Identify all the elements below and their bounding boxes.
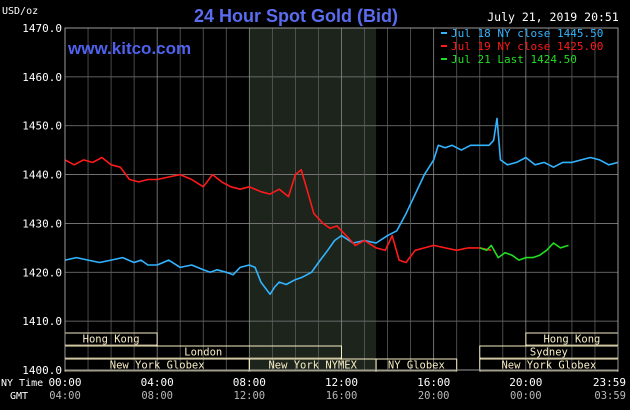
x-tick-label-ny: 12:00 xyxy=(325,376,358,389)
plot-frame xyxy=(64,27,619,371)
legend-entry: Jul 18 NY close 1445.50 xyxy=(451,27,603,40)
y-tick-label: 1470.0 xyxy=(22,22,62,35)
x-tick-label-ny: 04:00 xyxy=(141,376,174,389)
y-axis-ticks: 1400.0 1410.0 1420.0 1430.0 1440.0 1450.0 1460… xyxy=(22,22,62,377)
legend-entry: Jul 19 NY close 1425.00 xyxy=(451,40,603,53)
session-label: New York Globex xyxy=(110,360,205,372)
session-label: NY Globex xyxy=(388,360,445,372)
session-label: Hong Kong xyxy=(83,334,140,346)
y-tick-label: 1410.0 xyxy=(22,315,62,328)
series-line-2 xyxy=(64,156,492,264)
watermark: www.kitco.com xyxy=(67,39,191,58)
x-axis-label-ny: NY Time xyxy=(1,378,43,389)
y-tick-label: 1420.0 xyxy=(22,266,62,279)
session-box: New York Globex xyxy=(479,358,619,372)
y-axis-label: USD/oz xyxy=(2,6,38,17)
price-series xyxy=(64,117,619,296)
session-label: London xyxy=(184,347,222,359)
x-tick-label-gmt: 08:00 xyxy=(141,390,173,402)
date-stamp: July 21, 2019 20:51 xyxy=(487,10,619,24)
x-tick-label-gmt: 12:00 xyxy=(234,390,266,402)
x-tick-label-ny: 23:59 xyxy=(593,376,626,389)
y-tick-label: 1400.0 xyxy=(22,364,62,377)
x-axis-ticks: 00:00 04:00 08:00 12:00 16:00 20:00 23:5904:00… xyxy=(48,376,626,402)
x-tick-label-gmt: 03:59 xyxy=(594,390,626,402)
session-label: Sydney xyxy=(530,347,568,359)
session-label: New York NYMEX xyxy=(268,360,357,372)
y-tick-label: 1440.0 xyxy=(22,169,62,182)
session-label: Hong Kong xyxy=(543,334,600,346)
y-tick-label: 1430.0 xyxy=(22,217,62,230)
session-label: New York Globex xyxy=(501,360,596,372)
nymex-session-highlight xyxy=(249,28,377,370)
x-axis-label-gmt: GMT xyxy=(10,391,28,402)
session-box: NY Globex xyxy=(375,358,458,372)
x-tick-label-ny: 08:00 xyxy=(233,376,266,389)
x-tick-label-gmt: 04:00 xyxy=(49,390,81,402)
x-tick-label-gmt: 16:00 xyxy=(326,390,358,402)
y-tick-label: 1460.0 xyxy=(22,71,62,84)
series-line-1 xyxy=(64,117,619,296)
x-tick-label-ny: 16:00 xyxy=(417,376,450,389)
x-tick-label-ny: 20:00 xyxy=(509,376,542,389)
x-tick-label-ny: 00:00 xyxy=(48,376,81,389)
session-box: Hong Kong xyxy=(64,332,158,346)
y-tick-label: 1450.0 xyxy=(22,120,62,133)
session-box: Hong Kong xyxy=(525,332,619,346)
x-tick-label-gmt: 00:00 xyxy=(510,390,542,402)
x-tick-label-gmt: 20:00 xyxy=(418,390,450,402)
chart-title: 24 Hour Spot Gold (Bid) xyxy=(194,6,398,26)
legend-entry: Jul 21 Last 1424.50 xyxy=(451,53,577,66)
series-line-3 xyxy=(479,242,569,261)
